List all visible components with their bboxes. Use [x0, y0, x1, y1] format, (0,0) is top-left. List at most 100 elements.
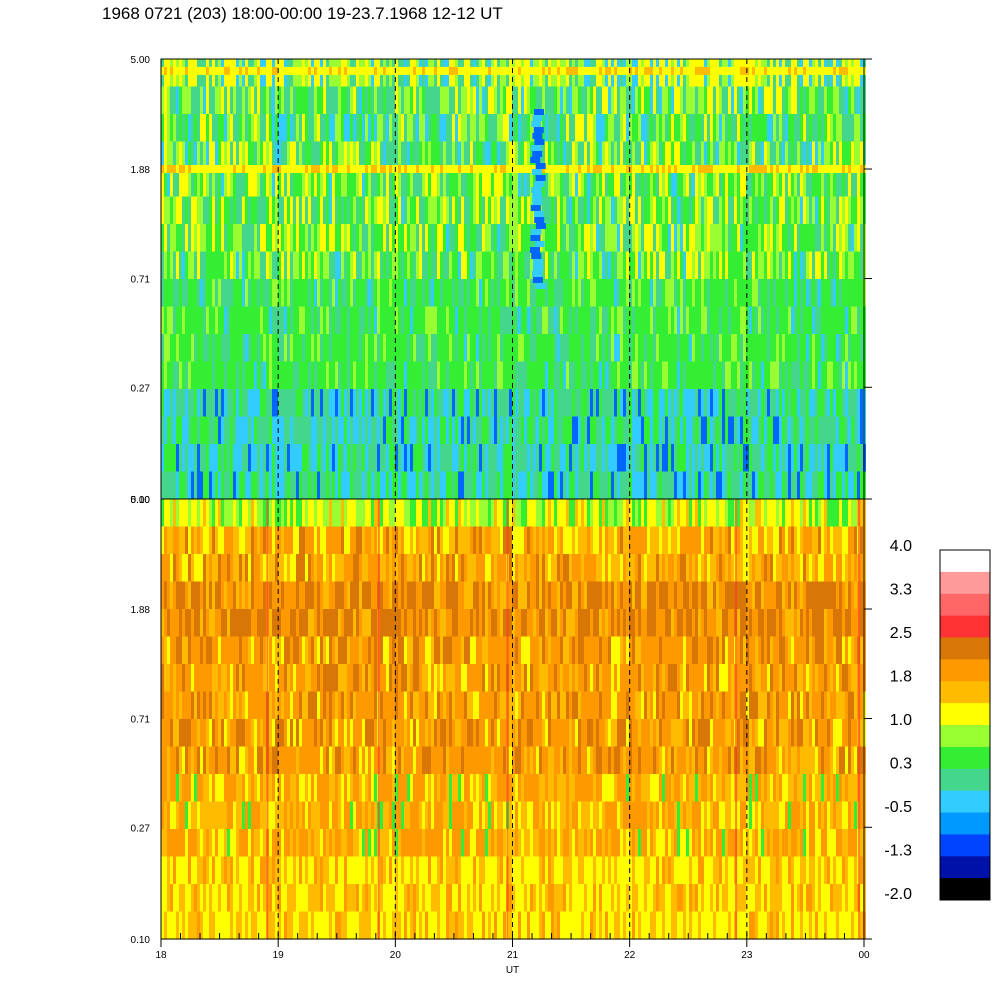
bright-band-cell [722, 66, 725, 75]
bright-band-cell [461, 66, 464, 75]
bright-band-cell [845, 66, 848, 75]
bright-band-cell [773, 66, 776, 75]
bright-band-cell [242, 66, 245, 75]
bright-band-cell [476, 66, 479, 75]
bright-band-cell [302, 165, 305, 173]
bright-band-cell [236, 165, 239, 173]
axes: 5.001.880.710.270.105.001.880.710.270.10… [131, 55, 872, 976]
bright-band-cell [683, 165, 686, 173]
bright-band-cell [488, 165, 491, 173]
y-tick-label: 0.27 [131, 383, 151, 394]
colorbar-frame [939, 549, 991, 901]
bright-band-cell [833, 165, 836, 173]
bright-band-cell [692, 66, 695, 75]
bright-band-cell [770, 165, 773, 173]
dark-feature-cell [530, 157, 541, 163]
bright-band-cell [167, 66, 170, 75]
bright-band-cell [662, 165, 665, 173]
bright-band-cell [809, 165, 812, 173]
bright-band-cell [788, 66, 791, 75]
bright-band-cell [215, 66, 218, 75]
colorbar-swatch [940, 681, 990, 704]
bright-band-cell [767, 165, 770, 173]
bright-band-cell [554, 66, 557, 75]
bright-band-cell [221, 165, 224, 173]
bright-band-cell [179, 165, 182, 173]
impulse-line [377, 499, 380, 939]
colorbar-label: 1.0 [890, 712, 912, 729]
bright-band-cell [581, 66, 584, 75]
bright-band-cell [239, 66, 242, 75]
bright-band-cell [266, 165, 269, 173]
bright-band-cell [440, 66, 443, 75]
bright-band-cell [170, 66, 173, 75]
bright-band-cell [386, 165, 389, 173]
bright-band-cell [392, 165, 395, 173]
bright-band-cell [737, 66, 740, 75]
bright-band-cell [530, 66, 533, 75]
colorbar-swatch [940, 768, 990, 792]
bright-band-cell [812, 66, 815, 75]
bright-band-cell [560, 165, 563, 173]
dark-feature-cell [534, 181, 545, 187]
bright-band-cell [746, 165, 749, 173]
bright-band-cell [407, 66, 410, 75]
bright-band-cell [413, 165, 416, 173]
colorbar-swatch [940, 659, 990, 682]
bright-band-cell [689, 66, 692, 75]
bright-band-cell [293, 66, 296, 75]
bright-band-cell [227, 66, 230, 75]
colorbar-swatch [940, 571, 990, 595]
bright-band-cell [353, 165, 356, 173]
bright-band-cell [293, 165, 296, 173]
bright-band-cell [539, 66, 542, 75]
bright-band-cell [251, 165, 254, 173]
bright-band-cell [359, 66, 362, 75]
bright-band-cell [425, 165, 428, 173]
bright-band-cell [395, 66, 398, 75]
bright-band-cell [461, 165, 464, 173]
colorbar-label: 3.3 [890, 582, 912, 599]
bright-band-cell [752, 165, 755, 173]
bright-band-cell [377, 165, 380, 173]
bright-band-cell [356, 165, 359, 173]
bright-band-cell [548, 165, 551, 173]
x-tick-label: 21 [507, 950, 519, 961]
bright-band-cell [734, 66, 737, 75]
bright-band-cell [230, 165, 233, 173]
bright-band-cell [494, 165, 497, 173]
bright-band-cell [419, 165, 422, 173]
bright-band-cell [641, 165, 644, 173]
bright-band-cell [845, 165, 848, 173]
bright-band-cell [296, 66, 299, 75]
bright-band-cell [317, 66, 320, 75]
y-tick-label: 0.71 [131, 275, 151, 286]
bright-band-cell [683, 66, 686, 75]
bright-band-cell [245, 66, 248, 75]
bright-band-cell [452, 66, 455, 75]
bright-band-cell [494, 66, 497, 75]
bright-band-cell [287, 66, 290, 75]
bright-band-cell [578, 165, 581, 173]
bright-band-cell [485, 165, 488, 173]
bright-band-cell [275, 66, 278, 75]
bright-band-cell [563, 165, 566, 173]
bright-band-cell [848, 66, 851, 75]
bright-band-cell [830, 165, 833, 173]
bright-band-cell [362, 66, 365, 75]
bright-band-cell [764, 66, 767, 75]
bright-band-cell [809, 66, 812, 75]
bright-band-cell [389, 165, 392, 173]
spectrogram-cells [161, 499, 866, 940]
bright-band-cell [326, 66, 329, 75]
bright-band-cell [428, 165, 431, 173]
bright-band-cell [473, 165, 476, 173]
bright-band-cell [719, 66, 722, 75]
bright-band-cell [497, 165, 500, 173]
bright-band-cell [824, 66, 827, 75]
bright-band-cell [503, 165, 506, 173]
bright-band-cell [338, 66, 341, 75]
bright-band-cell [758, 66, 761, 75]
bright-band-cell [398, 66, 401, 75]
colorbar-label: -2.0 [884, 886, 912, 903]
